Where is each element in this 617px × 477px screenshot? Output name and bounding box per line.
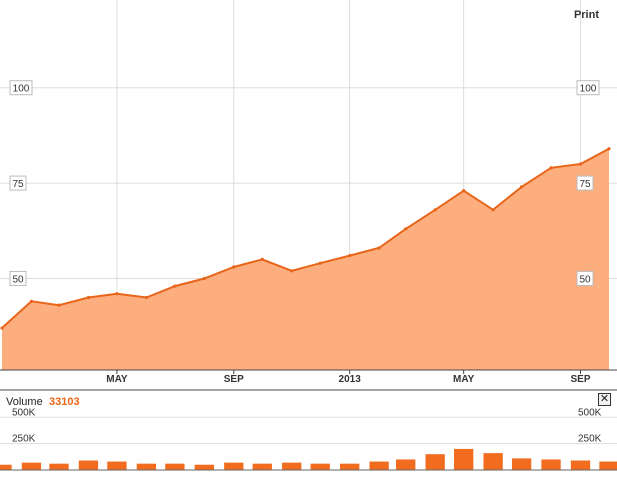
svg-text:100: 100 bbox=[13, 84, 30, 95]
volume-bar bbox=[78, 460, 99, 470]
volume-bar bbox=[454, 448, 474, 470]
volume-bar bbox=[21, 462, 42, 470]
y-tick-label-left: 75 bbox=[9, 175, 27, 191]
volume-bar bbox=[252, 463, 272, 470]
volume-bar bbox=[369, 461, 389, 470]
price-point bbox=[144, 295, 148, 300]
volume-bars bbox=[0, 448, 617, 470]
volume-bar bbox=[310, 463, 330, 470]
volume-bar bbox=[0, 464, 12, 470]
price-point bbox=[433, 208, 437, 212]
price-point bbox=[549, 166, 553, 170]
price-point bbox=[491, 208, 495, 212]
y-tick-label-right: 75 bbox=[576, 175, 594, 191]
volume-y-tick-label: 250K bbox=[12, 434, 36, 445]
y-tick-label-right: 100 bbox=[576, 80, 600, 96]
x-tick-label: MAY bbox=[106, 374, 128, 385]
volume-bar bbox=[282, 462, 302, 470]
volume-y-ticks: 250K 250K 500K 500K bbox=[12, 407, 602, 444]
price-point bbox=[290, 269, 294, 273]
volume-bar bbox=[599, 461, 617, 470]
close-volume-icon[interactable]: ✕ bbox=[598, 393, 611, 406]
main-x-ticks: MAY SEP 2013 MAY SEP bbox=[106, 370, 591, 385]
y-tick-label-right: 50 bbox=[576, 270, 594, 286]
price-point bbox=[377, 246, 381, 250]
volume-y-tick-label: 250K bbox=[578, 434, 602, 445]
print-link[interactable]: Print bbox=[573, 9, 599, 21]
volume-bar bbox=[541, 459, 561, 470]
volume-bar bbox=[136, 463, 157, 470]
price-point bbox=[607, 147, 611, 151]
y-tick-label-left: 100 bbox=[9, 80, 33, 96]
price-area bbox=[2, 148, 609, 370]
volume-grid bbox=[0, 416, 617, 445]
volume-y-tick-label: 500K bbox=[578, 407, 602, 418]
price-point bbox=[57, 303, 61, 307]
price-point bbox=[318, 261, 322, 265]
price-line bbox=[1, 147, 610, 329]
price-point bbox=[232, 265, 236, 269]
svg-text:100: 100 bbox=[580, 84, 597, 95]
volume-bar bbox=[570, 460, 591, 470]
volume-bar bbox=[483, 453, 503, 470]
price-points bbox=[0, 147, 611, 330]
price-point bbox=[520, 185, 524, 189]
x-tick-label: MAY bbox=[453, 374, 475, 385]
price-point bbox=[86, 295, 91, 300]
price-point bbox=[173, 284, 177, 288]
price-point bbox=[202, 276, 206, 281]
volume-bar bbox=[396, 459, 416, 470]
y-tick-label-left: 50 bbox=[9, 270, 27, 286]
volume-bar bbox=[340, 463, 360, 470]
svg-text:50: 50 bbox=[12, 274, 24, 285]
x-tick-label: SEP bbox=[224, 374, 244, 385]
svg-text:50: 50 bbox=[579, 274, 591, 285]
volume-y-tick-label: 500K bbox=[12, 407, 36, 418]
svg-text:75: 75 bbox=[12, 179, 24, 190]
price-point bbox=[0, 326, 4, 330]
volume-bar bbox=[165, 463, 185, 470]
price-point bbox=[578, 162, 583, 166]
price-point bbox=[260, 257, 264, 261]
main-y-ticks: 50 50 75 75 100 100 bbox=[9, 80, 600, 286]
volume-bar bbox=[107, 461, 127, 470]
price-point bbox=[462, 189, 466, 193]
volume-bar bbox=[194, 464, 214, 470]
volume-bar bbox=[224, 462, 244, 470]
x-tick-label: SEP bbox=[570, 374, 590, 385]
svg-text:75: 75 bbox=[579, 179, 591, 190]
volume-bar bbox=[49, 463, 69, 470]
x-tick-label: 2013 bbox=[339, 374, 362, 385]
volume-value: 33103 bbox=[49, 396, 80, 408]
volume-bar bbox=[425, 454, 445, 470]
price-point bbox=[348, 253, 352, 258]
price-point bbox=[115, 292, 119, 296]
volume-label: Volume bbox=[6, 396, 43, 408]
volume-bar bbox=[511, 458, 532, 470]
price-point bbox=[29, 299, 34, 303]
price-point bbox=[404, 227, 408, 231]
